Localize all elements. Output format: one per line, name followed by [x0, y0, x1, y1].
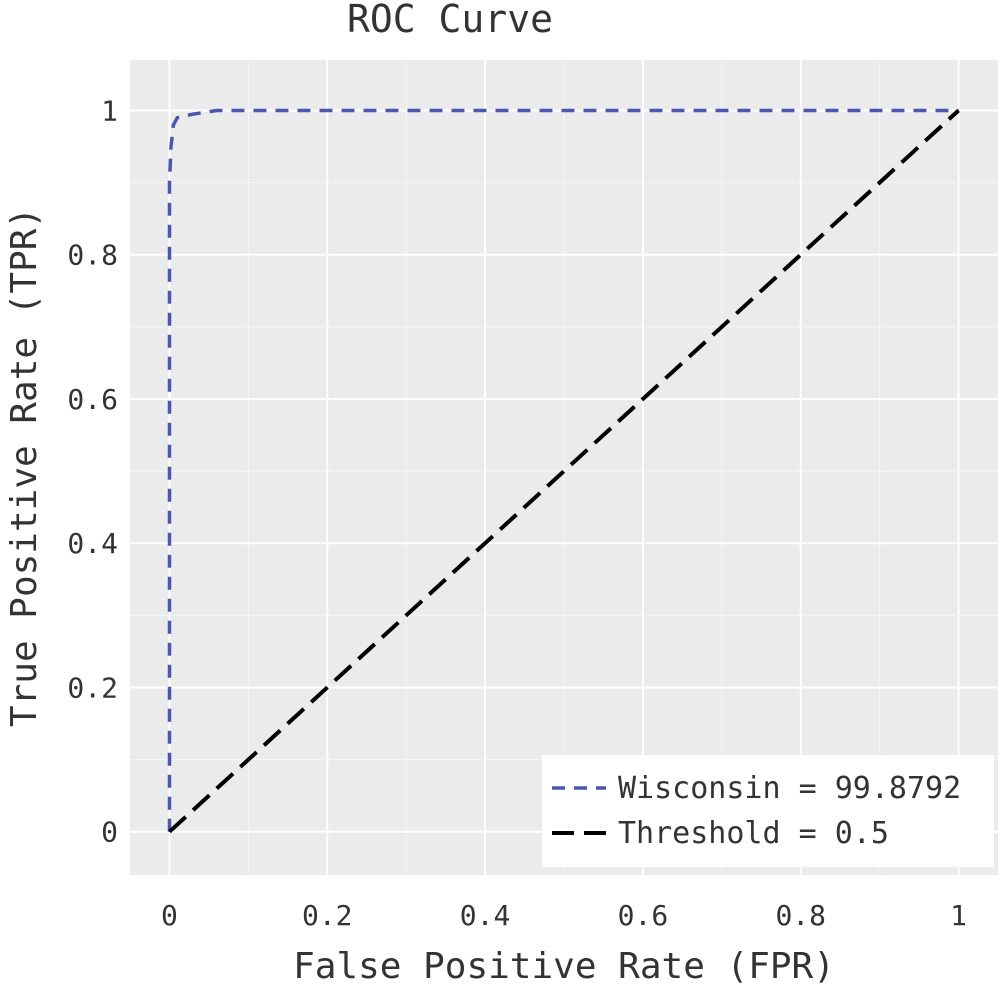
- y-tick-label: 0.6: [67, 383, 118, 416]
- legend-label-threshold: Threshold = 0.5: [618, 816, 889, 851]
- legend-label-wisconsin: Wisconsin = 99.8792: [618, 771, 961, 806]
- x-tick-label: 0.2: [302, 899, 353, 932]
- x-tick-label: 1: [950, 899, 967, 932]
- legend-box: [542, 755, 994, 867]
- x-tick-label: 0.4: [460, 899, 511, 932]
- x-tick-label: 0.8: [775, 899, 826, 932]
- x-tick-label: 0.6: [618, 899, 669, 932]
- x-tick-label: 0: [161, 899, 178, 932]
- x-tick-labels: 0 0.2 0.4 0.6 0.8 1: [161, 899, 967, 932]
- y-tick-label: 0.2: [67, 671, 118, 704]
- legend: Wisconsin = 99.8792 Threshold = 0.5: [542, 755, 994, 867]
- x-axis-label: False Positive Rate (FPR): [293, 946, 835, 987]
- series-line-1: [168, 109, 960, 834]
- y-tick-label: 0.4: [67, 527, 118, 560]
- y-tick-label: 0: [101, 816, 118, 849]
- series-layer: [167, 108, 960, 834]
- y-tick-labels: 0 0.2 0.4 0.6 0.8 1: [67, 94, 118, 848]
- chart-title: ROC Curve: [347, 0, 553, 41]
- y-tick-label: 1: [101, 94, 118, 127]
- y-axis-label: True Positive Rate (TPR): [4, 207, 45, 727]
- y-tick-label: 0.8: [67, 239, 118, 272]
